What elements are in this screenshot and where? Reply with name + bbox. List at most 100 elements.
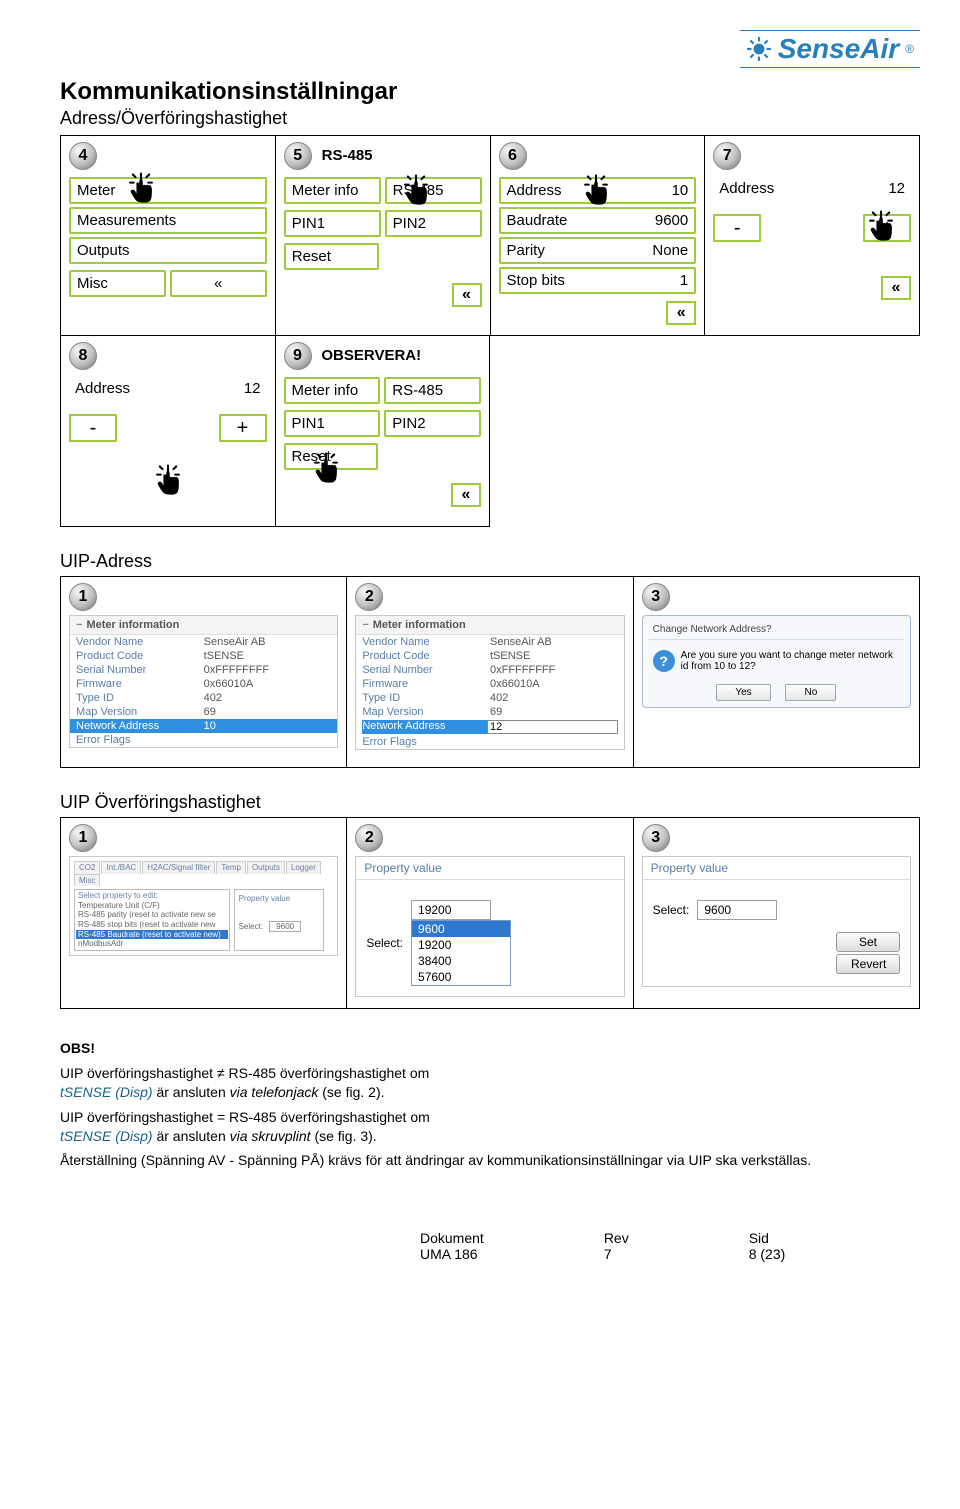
meter-info-row[interactable]: Error Flags	[356, 735, 623, 749]
tab[interactable]: Logger	[286, 861, 321, 874]
row-parity[interactable]: ParityNone	[499, 237, 697, 264]
list-item[interactable]: Temperature Unit (C/F)	[76, 901, 228, 911]
menu-misc[interactable]: Misc	[69, 270, 166, 297]
badge-3: 3	[642, 824, 670, 852]
meter-info-row[interactable]: Network Address12	[356, 719, 623, 735]
property-value-panel: Property value Select: 19200 96001920038…	[355, 856, 624, 997]
menu-meterinfo[interactable]: Meter info	[284, 377, 381, 404]
tab[interactable]: Temp	[216, 861, 246, 874]
uip-a-3: 3 Change Network Address? ? Are you sure…	[634, 577, 919, 767]
uip-rate-title: UIP Överföringshastighet	[60, 792, 920, 813]
question-icon: ?	[653, 650, 675, 672]
menu-pin2[interactable]: PIN2	[384, 410, 481, 437]
select-input[interactable]: 9600	[269, 921, 301, 932]
meter-info-row[interactable]: Product CodetSENSE	[356, 649, 623, 663]
menu-pin1[interactable]: PIN1	[284, 210, 381, 237]
uip-r-1: 1 CO2Int./BACH2AC/Signal filterTempOutpu…	[61, 818, 347, 1008]
dialog-message: Are you sure you want to change meter ne…	[681, 650, 900, 672]
badge-1: 1	[69, 824, 97, 852]
menu-pin2[interactable]: PIN2	[385, 210, 482, 237]
list-item[interactable]: RS-485 parity (reset to activate new se	[76, 910, 228, 920]
back-button[interactable]: «	[881, 276, 911, 300]
panel-7: 7 Address12 - + «	[705, 136, 919, 335]
tap-icon	[148, 458, 188, 504]
meter-info-row[interactable]: Map Version69	[356, 705, 623, 719]
pv-title: Property value	[356, 857, 623, 880]
product-name: tSENSE (Disp)	[60, 1128, 153, 1144]
tab[interactable]: Misc	[74, 874, 100, 887]
dropdown-option[interactable]: 19200	[412, 937, 510, 953]
back-button[interactable]: «	[451, 483, 481, 507]
footer-doc-value: UMA 186	[420, 1246, 484, 1262]
plus-button[interactable]: +	[219, 414, 267, 442]
meter-info-row[interactable]: Error Flags	[70, 733, 337, 747]
panel-6: 6 Address10 Baudrate9600 ParityNone Stop…	[491, 136, 706, 335]
header-logo-row: SenseAir ®	[60, 30, 920, 68]
page-footer: DokumentUMA 186 Rev7 Sid8 (23)	[60, 1230, 920, 1262]
meter-info-row[interactable]: Firmware0x66010A	[70, 677, 337, 691]
list-item[interactable]: RS-485 Baudrate (reset to activate new)	[76, 930, 228, 940]
dropdown-option[interactable]: 57600	[412, 969, 510, 985]
menu-rs485[interactable]: RS-485	[384, 377, 481, 404]
row-stopbits[interactable]: Stop bits1	[499, 267, 697, 294]
footer-rev-value: 7	[604, 1246, 629, 1262]
brand-logo: SenseAir ®	[740, 30, 920, 68]
list-item[interactable]: nModbusAdr	[76, 939, 228, 949]
badge-1: 1	[69, 583, 97, 611]
minus-button[interactable]: -	[69, 414, 117, 442]
menu-reset[interactable]: Reset	[284, 243, 379, 270]
meter-info-row[interactable]: Product CodetSENSE	[70, 649, 337, 663]
uip-address-section: UIP-Adress 1 Meter information Vendor Na…	[60, 551, 920, 768]
set-button[interactable]: Set	[836, 932, 900, 952]
back-button[interactable]: «	[170, 270, 267, 297]
tap-icon	[306, 446, 346, 492]
brand-name: SenseAir	[778, 33, 899, 65]
meter-info-row[interactable]: Vendor NameSenseAir AB	[356, 635, 623, 649]
minus-button[interactable]: -	[713, 214, 761, 242]
brand-reg: ®	[905, 42, 914, 56]
select-label: Select:	[653, 903, 690, 917]
pv-title: Property value	[643, 857, 910, 880]
menu-meter[interactable]: Meter	[69, 177, 267, 204]
back-button[interactable]: «	[666, 301, 696, 325]
tap-icon	[121, 166, 161, 212]
no-button[interactable]: No	[785, 684, 836, 701]
yes-button[interactable]: Yes	[716, 684, 770, 701]
dropdown-option[interactable]: 9600	[412, 921, 510, 937]
meter-info-row[interactable]: Vendor NameSenseAir AB	[70, 635, 337, 649]
meter-info-row[interactable]: Map Version69	[70, 705, 337, 719]
uip-a-1: 1 Meter information Vendor NameSenseAir …	[61, 577, 347, 767]
tab[interactable]: CO2	[74, 861, 100, 874]
revert-button[interactable]: Revert	[836, 954, 900, 974]
meter-info-row[interactable]: Firmware0x66010A	[356, 677, 623, 691]
menu-pin1[interactable]: PIN1	[284, 410, 381, 437]
sun-icon	[746, 36, 772, 62]
list-item[interactable]: RS-485 stop bits (reset to activate new	[76, 920, 228, 930]
select-input[interactable]: 9600	[697, 900, 777, 920]
tab[interactable]: H2AC/Signal filter	[142, 861, 215, 874]
back-button[interactable]: «	[452, 283, 482, 307]
select-dropdown[interactable]: 9600192003840057600	[411, 920, 511, 986]
meter-info-row[interactable]: Network Address10	[70, 719, 337, 733]
menu-meterinfo[interactable]: Meter info	[284, 177, 381, 204]
meter-info-row[interactable]: Serial Number0xFFFFFFFF	[70, 663, 337, 677]
menu-measurements[interactable]: Measurements	[69, 207, 267, 234]
panel-5: 5 RS-485 Meter info RS-485 PIN1 PIN2 Res…	[276, 136, 491, 335]
tab-bar: CO2Int./BACH2AC/Signal filterTempOutputs…	[74, 861, 333, 886]
tap-icon	[576, 168, 616, 214]
dropdown-option[interactable]: 38400	[412, 953, 510, 969]
property-list[interactable]: Select property to edit:Temperature Unit…	[74, 889, 230, 951]
tab[interactable]: Int./BAC	[101, 861, 141, 874]
panel-row-1: 4 Meter Measurements Outputs Misc « 5 RS…	[60, 135, 920, 336]
app-screenshot: CO2Int./BACH2AC/Signal filterTempOutputs…	[69, 856, 338, 956]
badge-8: 8	[69, 342, 97, 370]
menu-outputs[interactable]: Outputs	[69, 237, 267, 264]
select-input[interactable]: 19200	[411, 900, 491, 920]
meter-info-row[interactable]: Serial Number0xFFFFFFFF	[356, 663, 623, 677]
meter-info-table: Meter information Vendor NameSenseAir AB…	[355, 615, 624, 750]
tap-icon	[861, 204, 901, 250]
obs-heading: OBS!	[60, 1040, 95, 1056]
meter-info-row[interactable]: Type ID402	[70, 691, 337, 705]
tab[interactable]: Outputs	[247, 861, 285, 874]
meter-info-row[interactable]: Type ID402	[356, 691, 623, 705]
